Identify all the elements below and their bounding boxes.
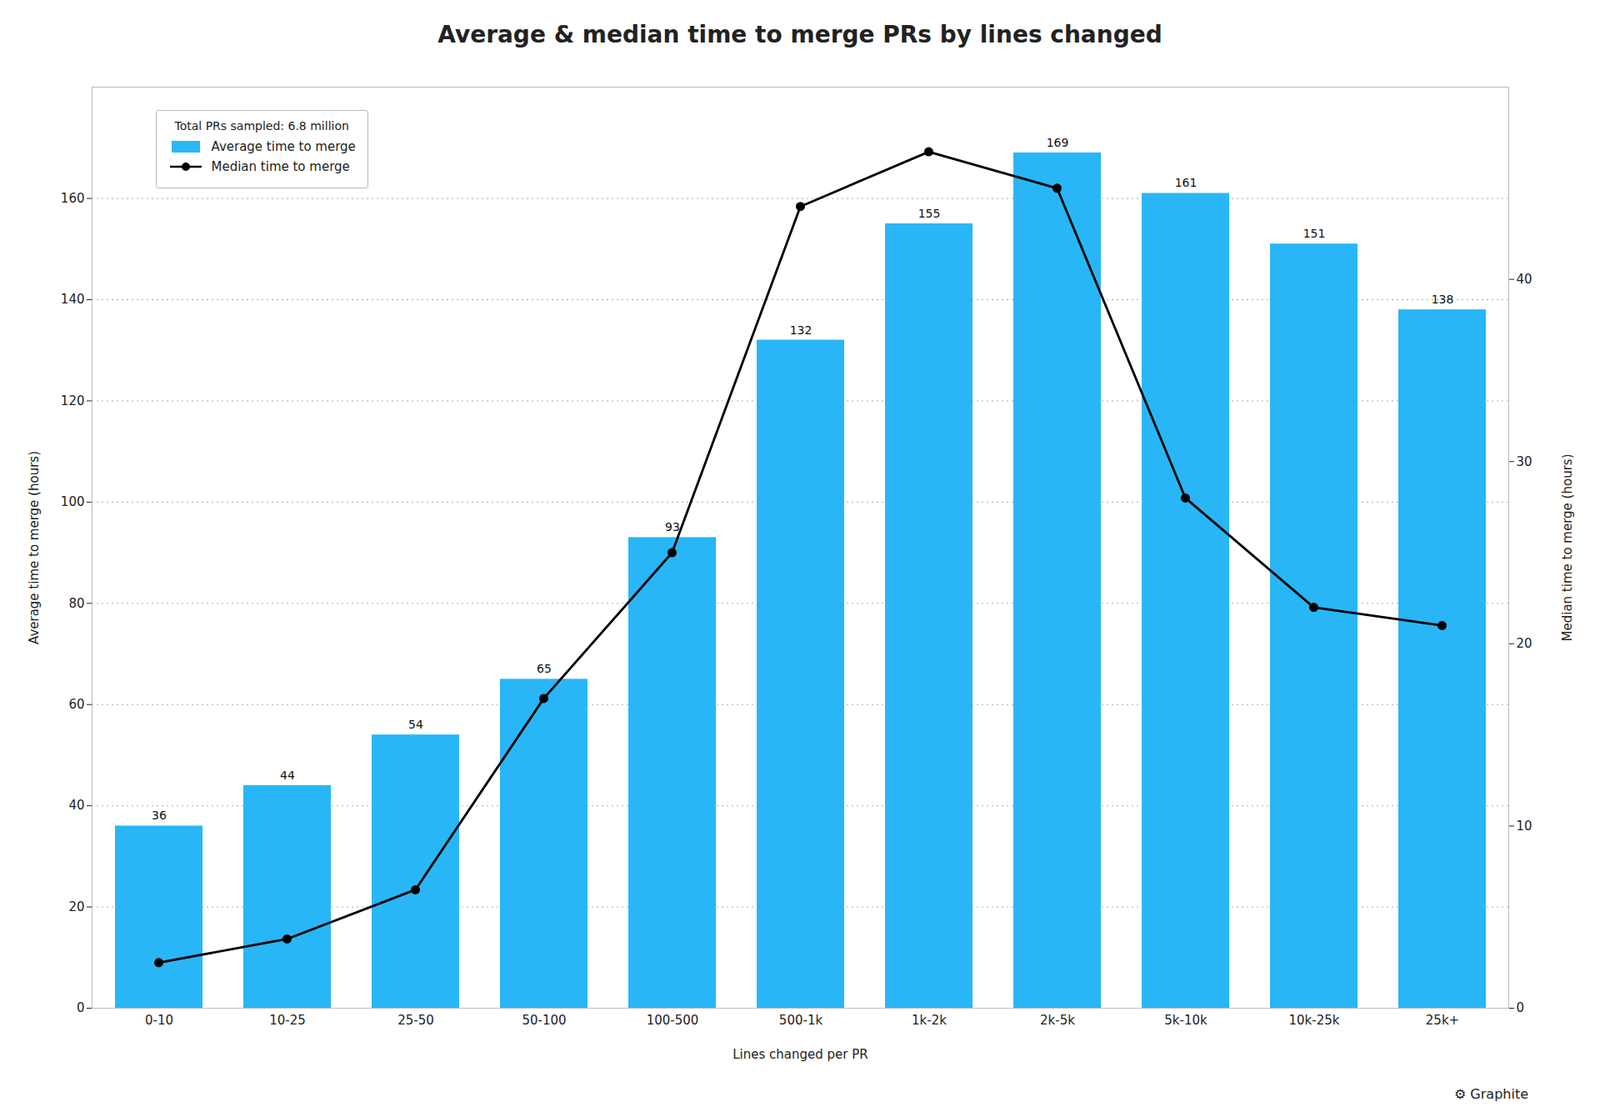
svg-text:0: 0 [76,1000,85,1015]
svg-text:151: 151 [1303,226,1326,240]
html-text:Average time to merge: Average time to merge [211,138,356,154]
svg-text:132: 132 [790,323,813,337]
svg-text:36: 36 [151,808,167,822]
svg-text:80: 80 [68,595,85,611]
svg-text:0-10: 0-10 [145,1012,174,1028]
svg-text:50-100: 50-100 [521,1012,566,1028]
svg-text:20: 20 [1516,635,1533,651]
svg-text:500-1k: 500-1k [779,1012,824,1028]
svg-text:10: 10 [1516,818,1533,834]
html-text:Average & median time to merge: Average & median time to merge PRs by li… [437,20,1163,49]
svg-text:1k-2k: 1k-2k [911,1012,947,1028]
svg-text:2k-5k: 2k-5k [1040,1012,1075,1028]
svg-text:40: 40 [1516,271,1533,287]
svg-text:169: 169 [1046,135,1070,150]
svg-text:40: 40 [68,797,85,813]
svg-text:100: 100 [60,494,85,510]
svg-text:138: 138 [1431,292,1455,306]
svg-text:10k-25k: 10k-25k [1289,1012,1340,1028]
html-text:Median time to merge: Median time to merge [211,158,350,174]
svg-text:140: 140 [60,291,85,307]
svg-text:120: 120 [60,393,85,409]
html-text:⚙ Graphite: ⚙ Graphite [1454,1085,1529,1102]
svg-text:60: 60 [68,696,85,712]
svg-text:44: 44 [280,768,295,782]
svg-text:161: 161 [1175,175,1198,190]
svg-text:25-50: 25-50 [397,1012,435,1028]
svg-text:Average time to merge (hours): Average time to merge (hours) [26,450,42,645]
svg-text:54: 54 [408,717,424,731]
svg-text:65: 65 [536,661,552,675]
svg-text:155: 155 [918,206,941,220]
svg-text:25k+: 25k+ [1425,1012,1460,1028]
svg-text:160: 160 [60,190,85,206]
svg-text:Median time to merge (hours): Median time to merge (hours) [1560,454,1575,642]
svg-text:30: 30 [1516,454,1533,470]
svg-text:20: 20 [68,899,85,915]
svg-text:Lines changed per PR: Lines changed per PR [732,1046,869,1062]
svg-text:5k-10k: 5k-10k [1164,1012,1208,1028]
svg-text:100-500: 100-500 [646,1012,700,1028]
svg-text:10-25: 10-25 [269,1012,306,1028]
svg-text:93: 93 [665,520,680,534]
html-text:Total PRs sampled: 6.8 million: Total PRs sampled: 6.8 million [174,118,350,133]
svg-text:0: 0 [1516,1000,1525,1015]
